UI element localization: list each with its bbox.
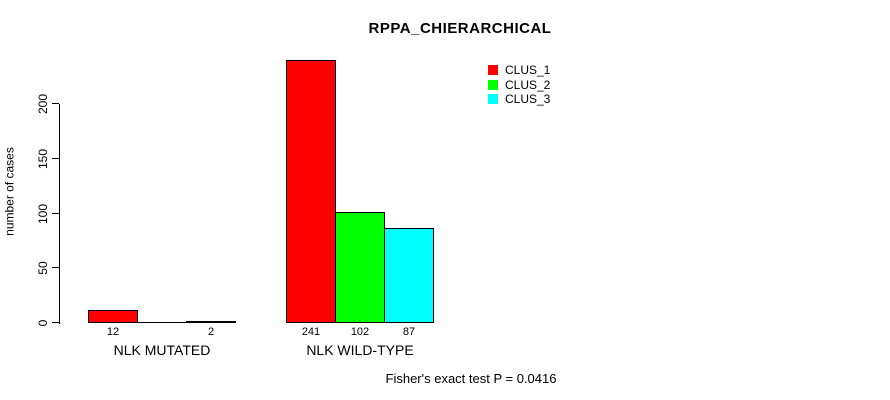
bar-value-label: 241 (301, 326, 321, 338)
bar (384, 228, 434, 323)
bar-value-label: 102 (350, 326, 370, 338)
y-tick-label: 50 (36, 261, 50, 275)
y-tick (52, 322, 59, 323)
y-tick-label: 100 (36, 203, 50, 225)
x-category-label: NLK WILD-TYPE (306, 342, 414, 358)
y-tick (52, 158, 59, 159)
legend-swatch (488, 94, 498, 104)
legend-label: CLUS_1 (505, 63, 551, 77)
legend-swatch (488, 80, 498, 90)
y-tick-label: 200 (36, 93, 50, 115)
y-tick (52, 103, 59, 104)
legend-swatch (488, 65, 498, 75)
chart-title: RPPA_CHIERARCHICAL (368, 20, 552, 37)
y-tick (52, 267, 59, 268)
legend-label: CLUS_2 (505, 78, 551, 92)
y-tick-label: 150 (36, 148, 50, 170)
bar (186, 321, 236, 323)
bar-zero (137, 322, 187, 323)
bar (286, 60, 336, 323)
footer-annotation: Fisher's exact test P = 0.0416 (385, 371, 557, 386)
y-axis-line (59, 104, 60, 324)
bar-value-label: 87 (402, 326, 416, 338)
bar-value-label: 2 (207, 326, 215, 338)
bar (88, 310, 138, 323)
x-category-label: NLK MUTATED (113, 342, 211, 358)
legend-label: CLUS_3 (505, 92, 551, 106)
y-axis-label: number of cases (2, 147, 17, 236)
y-tick-label: 0 (36, 319, 50, 327)
bar (335, 212, 385, 323)
y-tick (52, 213, 59, 214)
bar-value-label: 12 (106, 326, 120, 338)
